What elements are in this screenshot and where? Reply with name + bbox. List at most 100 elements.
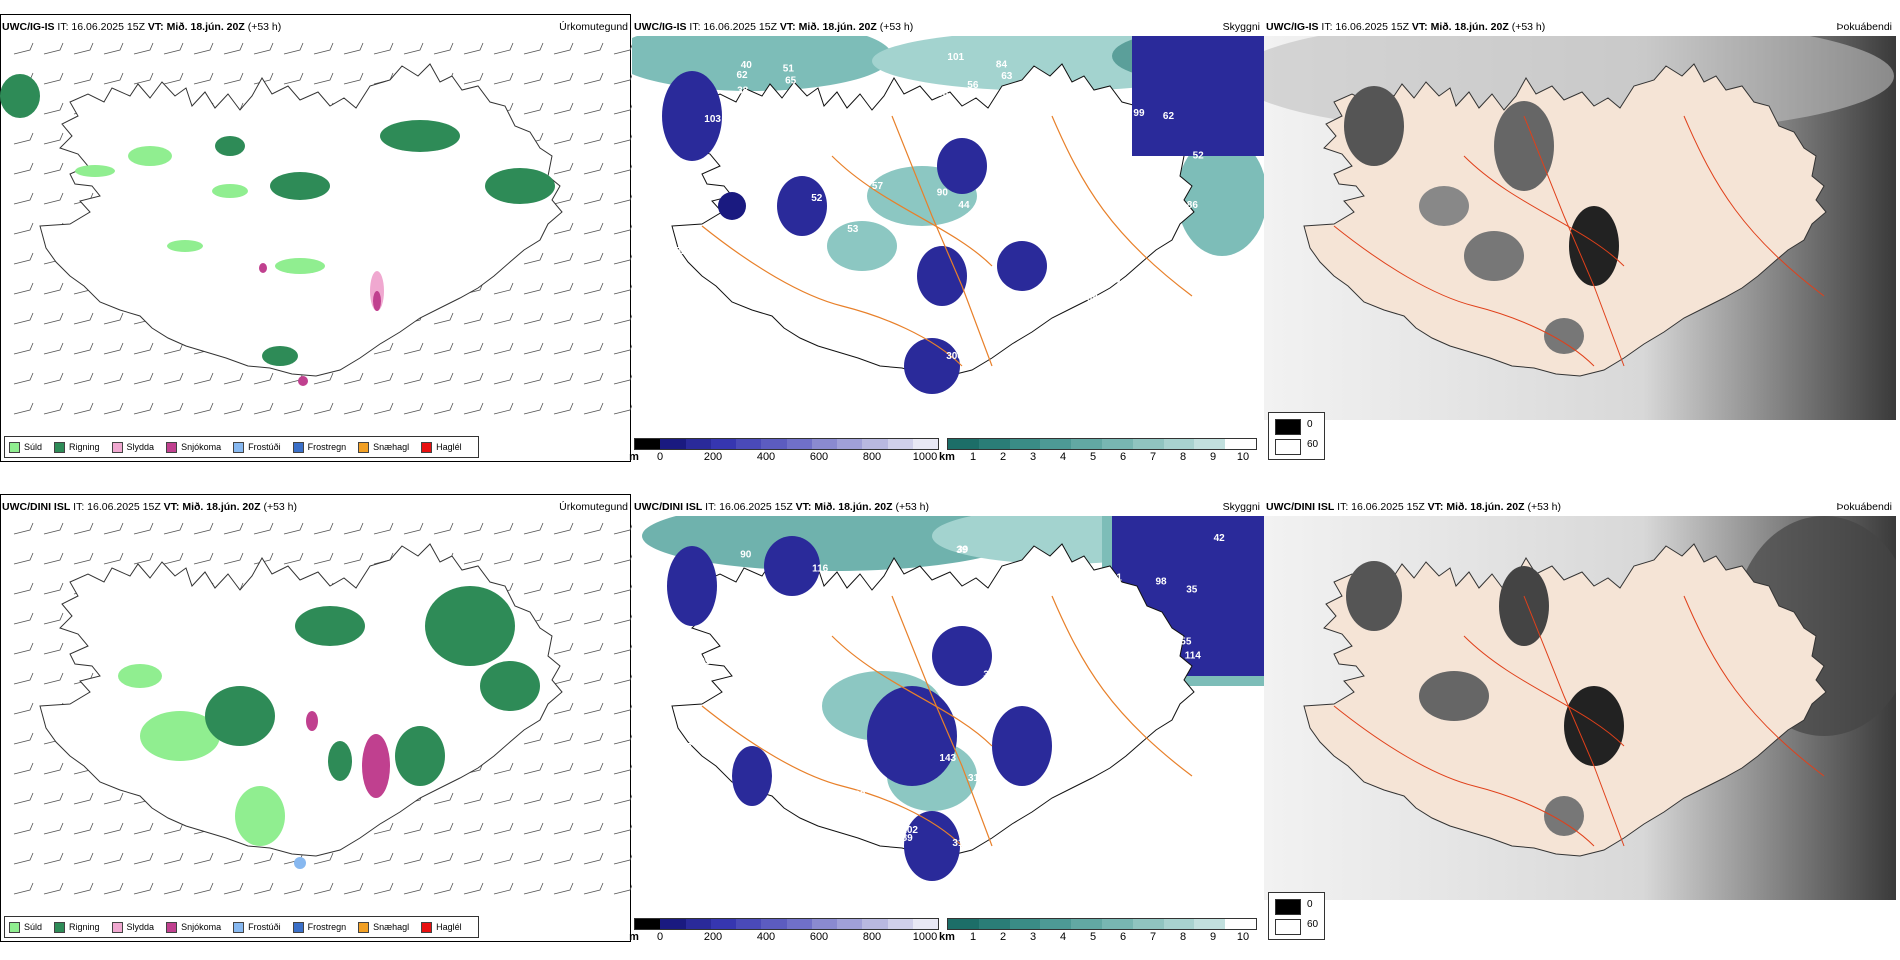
colorbar-tick: 1000 — [912, 451, 938, 463]
wind-barb — [523, 312, 544, 325]
fog-dark-areas — [1346, 561, 1624, 836]
wind-barb — [433, 822, 454, 835]
visibility-colorbar-swatches — [947, 438, 1257, 450]
wind-barb — [313, 372, 334, 385]
wind-barb — [403, 42, 424, 55]
wind-barb — [583, 702, 604, 715]
wind-barb — [523, 762, 544, 775]
wind-barb — [613, 284, 632, 295]
wind-barb — [343, 402, 364, 415]
wind-barb — [463, 822, 484, 835]
colorbar-swatch — [811, 919, 837, 929]
ceiling-value-label: 86 — [1187, 200, 1199, 211]
drizzle-areas — [75, 146, 325, 274]
wind-barb — [103, 552, 124, 565]
wind-barb — [313, 852, 334, 865]
colorbar-swatch — [912, 919, 938, 929]
wind-barb — [523, 792, 544, 805]
wind-barb — [433, 42, 454, 55]
wind-barb — [373, 822, 394, 835]
ceiling-value-label: 45 — [695, 182, 707, 193]
legend-item: Haglél — [421, 921, 462, 933]
wind-barb — [133, 522, 154, 535]
ceiling-value-label: 83 — [937, 88, 949, 99]
ceiling-value-label: 91 — [1132, 365, 1144, 376]
colorbar-swatch — [660, 439, 686, 449]
ceiling-value-label: 102 — [901, 825, 918, 836]
wind-barb — [73, 852, 94, 865]
wind-barb — [433, 402, 454, 415]
wind-barb — [103, 402, 124, 415]
wind-barb — [13, 552, 34, 565]
wind-barb — [433, 852, 454, 865]
wind-barb — [373, 402, 394, 415]
legend-item: Snjókoma — [166, 921, 221, 933]
wind-barb — [463, 552, 484, 565]
wind-barb — [43, 822, 64, 835]
legend-item: Haglél — [421, 441, 462, 453]
legend-swatch — [166, 921, 178, 933]
wind-barb — [13, 42, 34, 55]
colorbar-swatch — [1225, 439, 1256, 449]
wind-barb — [613, 854, 632, 865]
wind-barb — [373, 42, 394, 55]
colorbar-swatch — [887, 919, 913, 929]
colorbar-swatch — [660, 919, 686, 929]
wind-barb — [223, 72, 244, 85]
wind-barb — [583, 162, 604, 175]
wind-barb — [163, 882, 184, 895]
model-name: UWC/DINI ISL — [2, 501, 71, 513]
wind-barb — [553, 162, 574, 175]
init-time: IT: 16.06.2025 15Z — [689, 21, 777, 33]
wind-barb — [313, 402, 334, 415]
ceiling-value-label: 92 — [969, 295, 981, 306]
wind-barb — [253, 372, 274, 385]
wind-barb — [613, 794, 632, 805]
ceiling-value-label: 143 — [939, 753, 956, 764]
iceland-outline — [39, 63, 563, 377]
wind-barb — [313, 522, 334, 535]
ceiling-value-label: 122 — [991, 337, 1008, 348]
ceiling-value-label: 300 — [946, 351, 963, 362]
visibility-panel-dini: UWC/DINI ISL IT: 16.06.2025 15Z VT: Mið.… — [629, 494, 1264, 960]
ceiling-value-label: 41 — [734, 354, 746, 365]
legend-swatch — [54, 921, 66, 933]
panel-title: Skyggni — [1222, 501, 1260, 513]
legend-label: Frostúði — [248, 922, 281, 932]
colorbar-swatch — [978, 439, 1010, 449]
wind-barb — [43, 612, 64, 625]
colorbar-swatch — [1163, 919, 1195, 929]
legend-label: Haglél — [436, 442, 462, 452]
wind-barb — [433, 522, 454, 535]
wind-barb — [493, 552, 514, 565]
fog-map-svg — [1264, 36, 1896, 420]
wind-barb — [193, 882, 214, 895]
wind-barb — [493, 762, 514, 775]
wind-barb — [313, 882, 334, 895]
ceiling-value-label: 56 — [967, 80, 979, 91]
wind-barb — [583, 552, 604, 565]
colorbar-swatch — [635, 439, 661, 449]
wind-barb — [613, 194, 632, 205]
fog-index-panel-igis: UWC/IG-IS IT: 16.06.2025 15Z VT: Mið. 18… — [1264, 14, 1896, 480]
colorbar-swatch — [1071, 439, 1102, 449]
wind-barb — [163, 42, 184, 55]
ceiling-value-label: 84 — [1125, 853, 1137, 864]
ceiling-value-label: 62 — [727, 180, 739, 191]
wind-barb — [133, 72, 154, 85]
colorbar-swatch — [1009, 439, 1041, 449]
legend-label: Rigning — [69, 922, 100, 932]
wind-barb — [43, 402, 64, 415]
wind-barb — [223, 522, 244, 535]
colorbar-swatch — [837, 919, 863, 929]
wind-barb — [73, 42, 94, 55]
fog-map — [1264, 516, 1896, 900]
wind-barb — [553, 822, 574, 835]
legend-swatch — [358, 921, 370, 933]
wind-barb — [223, 42, 244, 55]
wind-barb — [553, 72, 574, 85]
wind-barb — [523, 582, 544, 595]
wind-barb — [163, 402, 184, 415]
wind-barb — [343, 852, 364, 865]
visibility-map-svg: 339 66 63 57 52 63 184 45 67 40 300 49 71 52 103 68 38 41… — [632, 36, 1264, 420]
